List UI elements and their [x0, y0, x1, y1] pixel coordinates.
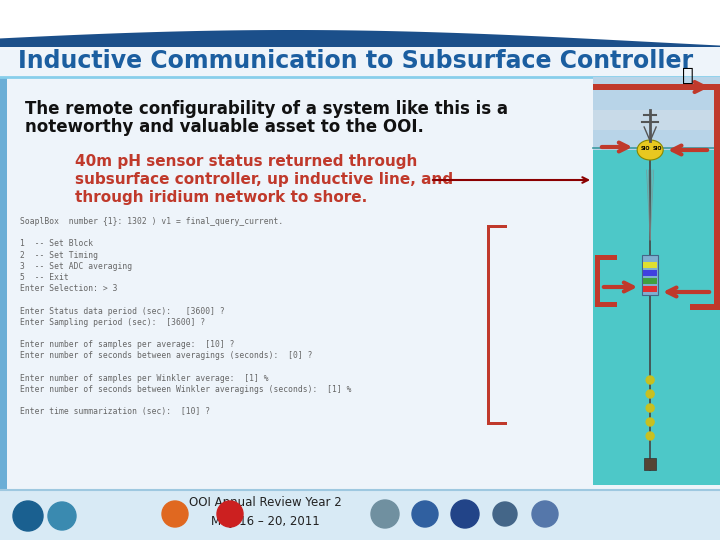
Bar [487, 225, 507, 228]
Text: Enter number of seconds between Winkler averagings (seconds):  [1] %: Enter number of seconds between Winkler … [20, 385, 351, 394]
Bar [0, 77, 720, 490]
Bar [595, 257, 600, 307]
Bar [690, 304, 720, 310]
Bar [642, 255, 658, 295]
Bar [593, 77, 720, 150]
Text: 40m pH sensor status returned through: 40m pH sensor status returned through [75, 154, 418, 169]
Text: 2  -- Set Timing: 2 -- Set Timing [20, 251, 98, 260]
Circle shape [451, 500, 479, 528]
Circle shape [493, 502, 517, 526]
Text: Enter Selection: > 3: Enter Selection: > 3 [20, 284, 117, 293]
Text: SIO: SIO [640, 146, 650, 152]
Ellipse shape [637, 140, 663, 160]
Text: Enter number of seconds between averagings (seconds):  [0] ?: Enter number of seconds between averagin… [20, 352, 312, 360]
Bar [644, 458, 656, 470]
Bar [0, 47, 720, 77]
Text: SoaplBox  number {1}: 1302 ) v1 = final_query_current.: SoaplBox number {1}: 1302 ) v1 = final_q… [20, 217, 283, 226]
Bar [0, 0, 720, 50]
Circle shape [646, 432, 654, 440]
Text: noteworthy and valuable asset to the OOI.: noteworthy and valuable asset to the OOI… [25, 118, 424, 136]
Bar [643, 262, 657, 268]
Circle shape [371, 500, 399, 528]
Bar [595, 302, 617, 307]
Circle shape [532, 501, 558, 527]
Bar [714, 260, 720, 310]
Text: Inductive Communication to Subsurface Controller: Inductive Communication to Subsurface Co… [18, 49, 693, 73]
Circle shape [48, 502, 76, 530]
Circle shape [13, 501, 43, 531]
Bar [487, 422, 507, 425]
Bar [643, 270, 657, 276]
Circle shape [646, 376, 654, 384]
Text: Enter number of samples per Winkler average:  [1] %: Enter number of samples per Winkler aver… [20, 374, 269, 383]
Bar [593, 77, 720, 485]
Bar [643, 278, 657, 284]
Circle shape [646, 390, 654, 398]
Circle shape [646, 418, 654, 426]
Text: SIO: SIO [652, 146, 662, 152]
Bar [0, 77, 7, 490]
Text: 5  -- Exit: 5 -- Exit [20, 273, 68, 282]
Bar [595, 255, 617, 260]
Circle shape [646, 404, 654, 412]
Bar [593, 110, 720, 130]
Bar [593, 84, 718, 90]
Text: Enter Sampling period (sec):  [3600] ?: Enter Sampling period (sec): [3600] ? [20, 318, 205, 327]
Text: The remote configurability of a system like this is a: The remote configurability of a system l… [25, 100, 508, 118]
Bar [714, 84, 720, 260]
Text: OOI Annual Review Year 2
May 16 – 20, 2011: OOI Annual Review Year 2 May 16 – 20, 20… [189, 496, 341, 528]
Text: Enter number of samples per average:  [10] ?: Enter number of samples per average: [10… [20, 340, 235, 349]
Text: 🛰: 🛰 [683, 66, 694, 85]
Text: Enter time summarization (sec):  [10] ?: Enter time summarization (sec): [10] ? [20, 407, 210, 416]
Text: through iridium network to shore.: through iridium network to shore. [75, 190, 367, 205]
Polygon shape [0, 0, 720, 45]
Circle shape [412, 501, 438, 527]
Circle shape [217, 501, 243, 527]
Text: subsurface controller, up inductive line, and: subsurface controller, up inductive line… [75, 172, 453, 187]
Circle shape [162, 501, 188, 527]
Bar [487, 225, 490, 425]
Text: 3  -- Set ADC averaging: 3 -- Set ADC averaging [20, 262, 132, 271]
Bar [643, 286, 657, 292]
Text: 1  -- Set Block: 1 -- Set Block [20, 239, 93, 248]
Bar [0, 490, 720, 540]
Text: Enter Status data period (sec):   [3600] ?: Enter Status data period (sec): [3600] ? [20, 307, 225, 315]
